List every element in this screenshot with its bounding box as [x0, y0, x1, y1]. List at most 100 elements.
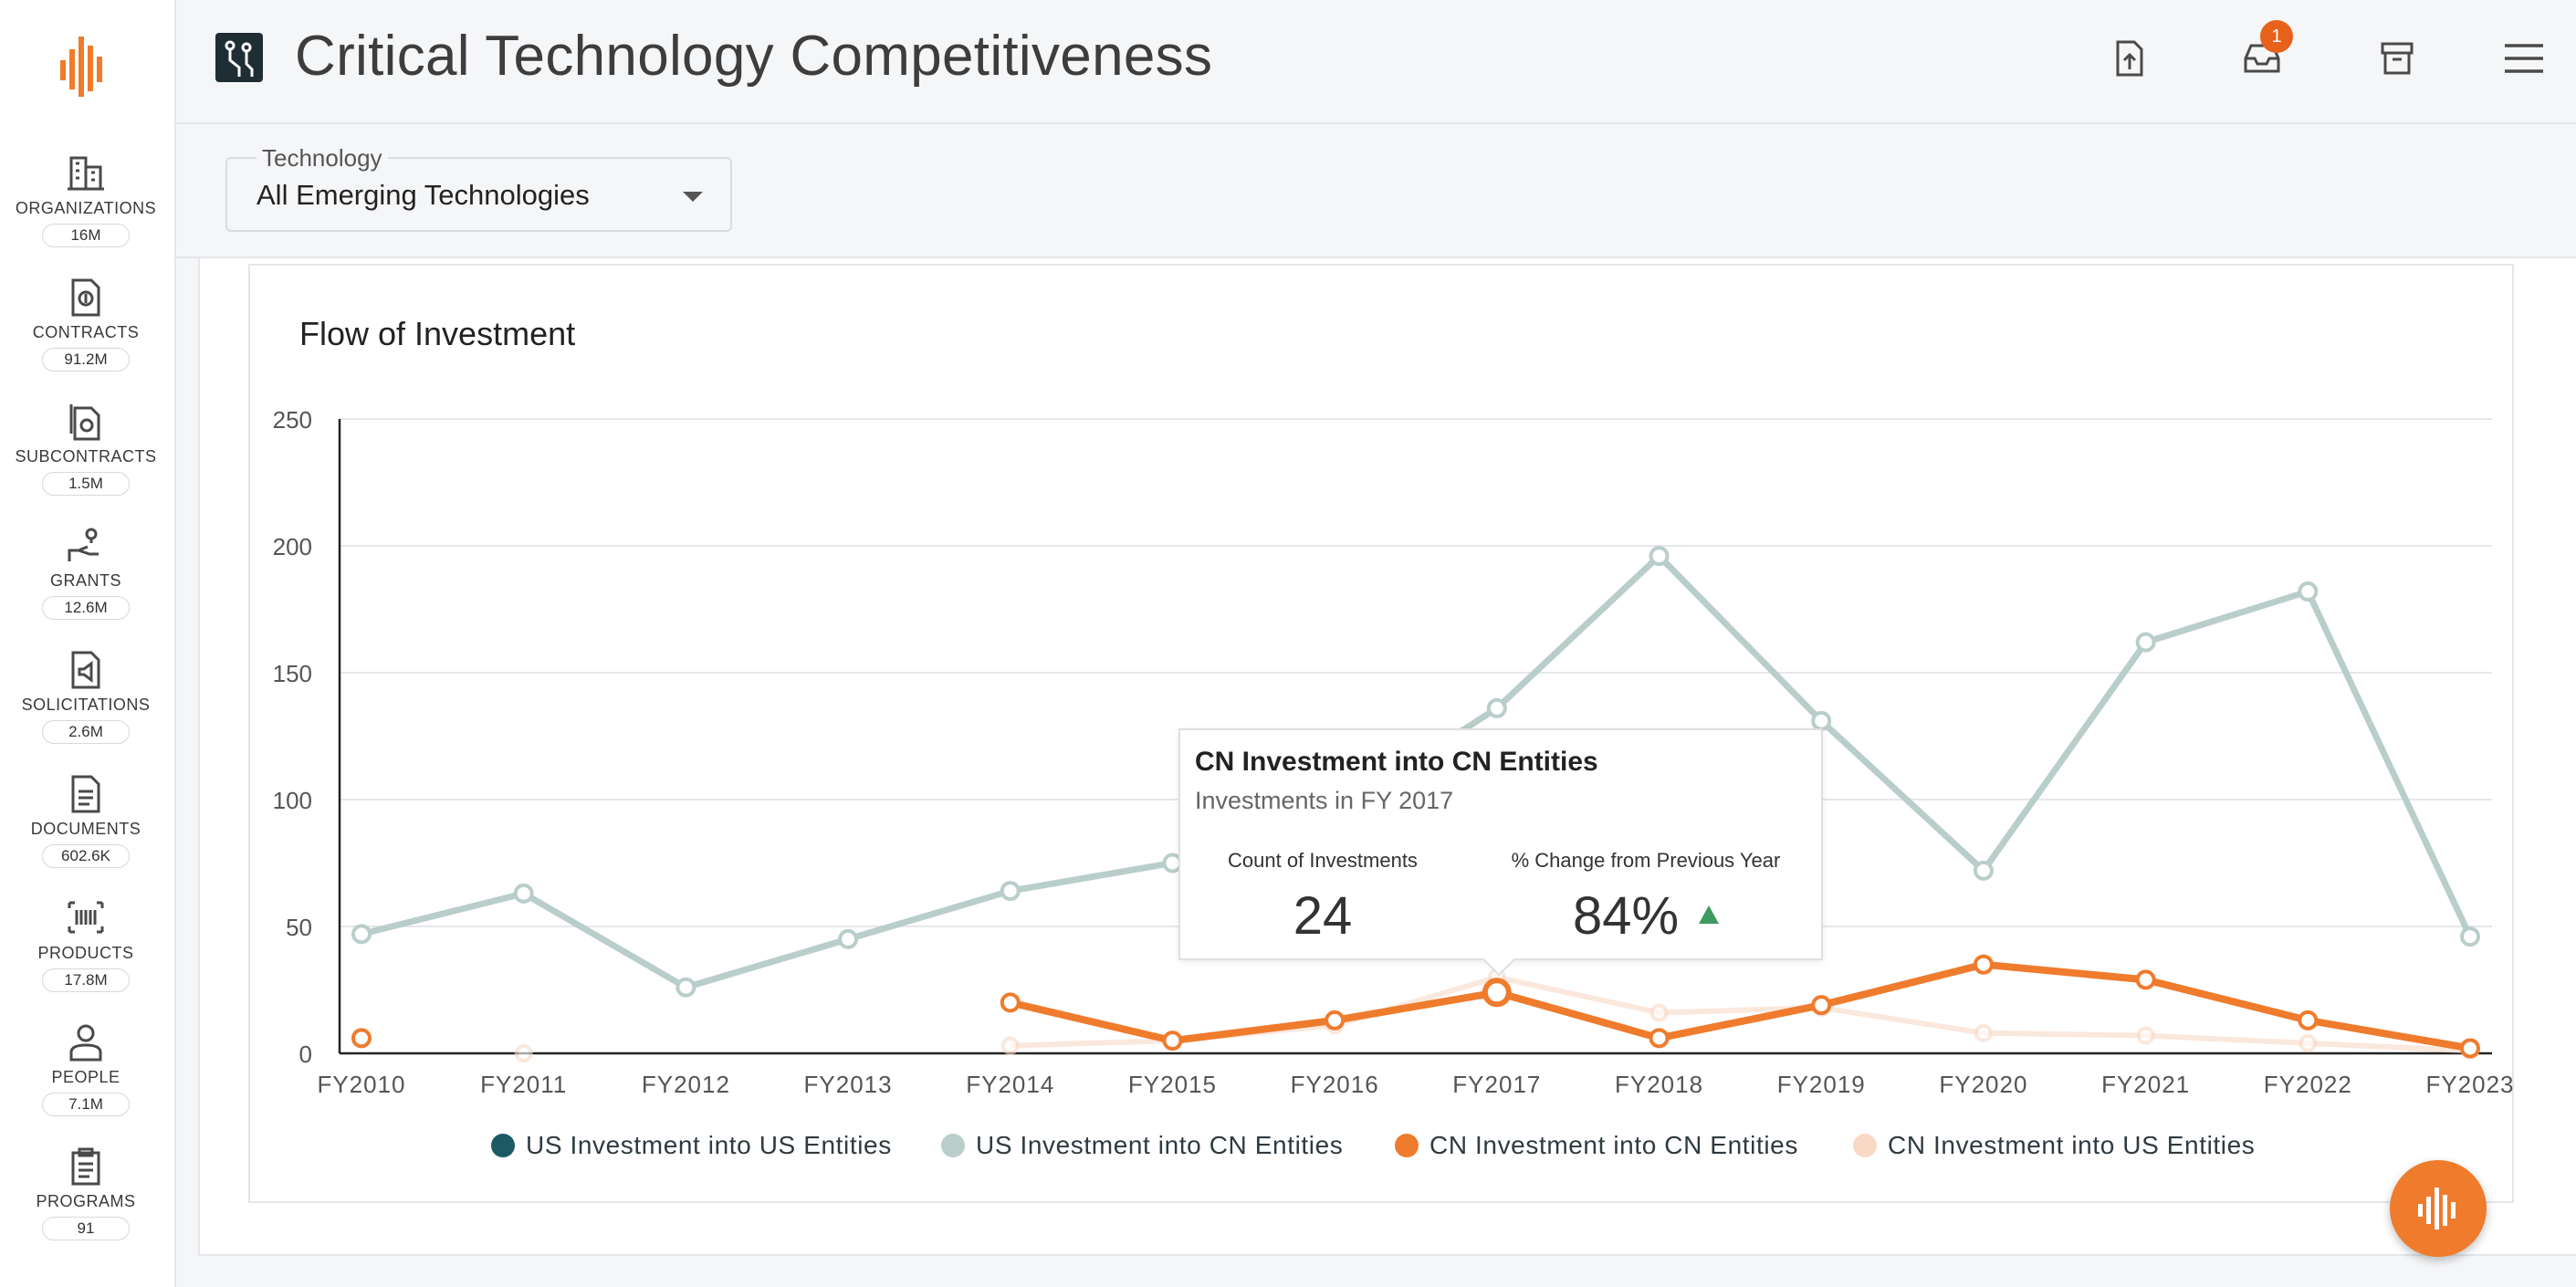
data-point	[1162, 1031, 1183, 1052]
data-point	[1974, 1023, 1993, 1042]
data-point	[1973, 860, 1994, 881]
tooltip-count: Count of Investments 24	[1208, 849, 1438, 947]
data-point	[1811, 995, 1832, 1016]
increase-arrow-icon	[1699, 905, 1720, 924]
sidebar-item-count: 602.6K	[42, 844, 130, 868]
data-point	[351, 924, 372, 945]
data-point	[2135, 969, 2156, 990]
series-line	[1009, 960, 2471, 1052]
legend-item[interactable]: CN Investment into US Entities	[1853, 1131, 2255, 1160]
data-point	[838, 928, 859, 949]
tooltip-count-value: 24	[1293, 886, 1353, 946]
legend-marker	[1853, 1134, 1877, 1157]
data-point	[1325, 1010, 1346, 1031]
circuit-icon	[215, 33, 263, 82]
sidebar-item-label: SUBCONTRACTS	[15, 447, 157, 466]
sidebar-item-label: DOCUMENTS	[30, 820, 141, 838]
sidebar-item-organizations[interactable]: ORGANIZATIONS 16M	[0, 152, 172, 247]
sidebar-item-contracts[interactable]: CONTRACTS 91.2M	[0, 276, 172, 371]
sidebar-item-count: 91	[42, 1217, 130, 1240]
data-point	[1000, 881, 1021, 902]
y-tick-label: 50	[286, 914, 312, 941]
legend-marker	[1395, 1134, 1419, 1157]
data-point	[513, 883, 534, 904]
tooltip-title: CN Investment into CN Entities	[1195, 747, 1598, 777]
x-tick-label: FY2010	[317, 1071, 405, 1098]
app-logo-icon[interactable]	[60, 37, 108, 97]
y-tick-label: 200	[273, 533, 312, 560]
x-tick-label: FY2018	[1615, 1071, 1703, 1098]
notification-badge: 1	[2260, 20, 2293, 53]
sidebar-item-count: 17.8M	[42, 968, 130, 992]
grant-hand-icon	[65, 524, 107, 566]
tooltip-change-label: % Change from Previous Year	[1511, 849, 1781, 872]
data-point	[675, 977, 696, 998]
series-line	[1010, 974, 2471, 1054]
data-point	[1000, 992, 1021, 1013]
legend-label: US Investment into CN Entities	[976, 1131, 1344, 1159]
data-point	[1482, 978, 1512, 1008]
megaphone-document-icon	[65, 648, 107, 690]
sidebar-item-documents[interactable]: DOCUMENTS 602.6K	[0, 772, 172, 868]
assistant-fab-button[interactable]	[2390, 1160, 2487, 1257]
data-point	[1486, 697, 1507, 718]
legend-item[interactable]: CN Investment into CN Entities	[1395, 1131, 1798, 1160]
data-point	[2298, 1010, 2319, 1031]
y-tick-label: 250	[273, 406, 312, 434]
menu-button[interactable]	[2498, 33, 2550, 84]
technology-select-label: Technology	[257, 144, 388, 173]
legend-item[interactable]: US Investment into CN Entities	[941, 1131, 1343, 1160]
sidebar-item-count: 16M	[42, 224, 130, 247]
tooltip-change-value: 84%	[1572, 886, 1680, 946]
x-tick-label: FY2016	[1291, 1071, 1379, 1098]
sidebar-item-people[interactable]: PEOPLE 7.1M	[0, 1020, 172, 1116]
sidebar-item-count: 2.6M	[42, 720, 130, 744]
tooltip-subtitle: Investments in FY 2017	[1195, 787, 1454, 814]
sidebar-item-products[interactable]: PRODUCTS 17.8M	[0, 896, 172, 992]
y-tick-label: 150	[273, 660, 312, 687]
chart-title: Flow of Investment	[299, 315, 576, 352]
sidebar-item-label: GRANTS	[49, 571, 121, 590]
sidebar-item-count: 7.1M	[42, 1093, 130, 1116]
data-point	[1649, 546, 1670, 567]
data-point	[2460, 1038, 2480, 1059]
archive-button[interactable]	[2372, 33, 2423, 84]
data-point	[1000, 1036, 1020, 1055]
x-tick-label: FY2022	[2264, 1071, 2352, 1098]
x-tick-label: FY2014	[966, 1071, 1054, 1098]
chevron-down-icon	[683, 192, 703, 202]
legend-marker	[941, 1134, 965, 1157]
legend-label: CN Investment into CN Entities	[1429, 1131, 1798, 1159]
data-point	[2299, 1033, 2318, 1052]
x-tick-label: FY2020	[1939, 1071, 2027, 1098]
person-icon	[65, 1020, 107, 1062]
sidebar-item-label: ORGANIZATIONS	[15, 199, 157, 217]
data-point	[2135, 632, 2156, 653]
sidebar-item-solicitations[interactable]: SOLICITATIONS 2.6M	[0, 648, 172, 744]
technology-select[interactable]: Technology All Emerging Technologies	[225, 144, 732, 232]
sidebar-item-subcontracts[interactable]: SUBCONTRACTS 1.5M	[0, 400, 172, 496]
data-point	[351, 1028, 372, 1049]
data-point	[2136, 1026, 2155, 1045]
tooltip-change: % Change from Previous Year 84%	[1491, 849, 1801, 947]
technology-select-value: All Emerging Technologies	[257, 179, 590, 211]
subcontract-icon	[65, 400, 107, 442]
data-point	[1649, 1003, 1669, 1022]
export-button[interactable]	[2104, 33, 2155, 84]
page-header: Critical Technology Competitiveness 1	[176, 0, 2576, 124]
legend-item[interactable]: US Investment into US Entities	[491, 1131, 892, 1160]
document-icon	[65, 772, 107, 814]
x-tick-label: FY2023	[2425, 1071, 2514, 1098]
y-tick-label: 0	[299, 1041, 312, 1068]
sidebar: ORGANIZATIONS 16M CONTRACTS 91.2M SUBCONTRAC…	[0, 0, 176, 1287]
data-point	[1811, 710, 1832, 731]
sidebar-item-programs[interactable]: PROGRAMS 91	[0, 1145, 172, 1240]
sidebar-item-grants[interactable]: GRANTS 12.6M	[0, 524, 172, 620]
legend-label: US Investment into US Entities	[526, 1131, 892, 1159]
x-tick-label: FY2019	[1777, 1071, 1866, 1098]
sidebar-item-count: 12.6M	[42, 596, 130, 620]
building-icon	[65, 152, 107, 194]
tooltip-count-label: Count of Investments	[1228, 849, 1418, 872]
sidebar-item-label: PRODUCTS	[37, 944, 134, 962]
inbox-button[interactable]: 1	[2236, 20, 2293, 84]
